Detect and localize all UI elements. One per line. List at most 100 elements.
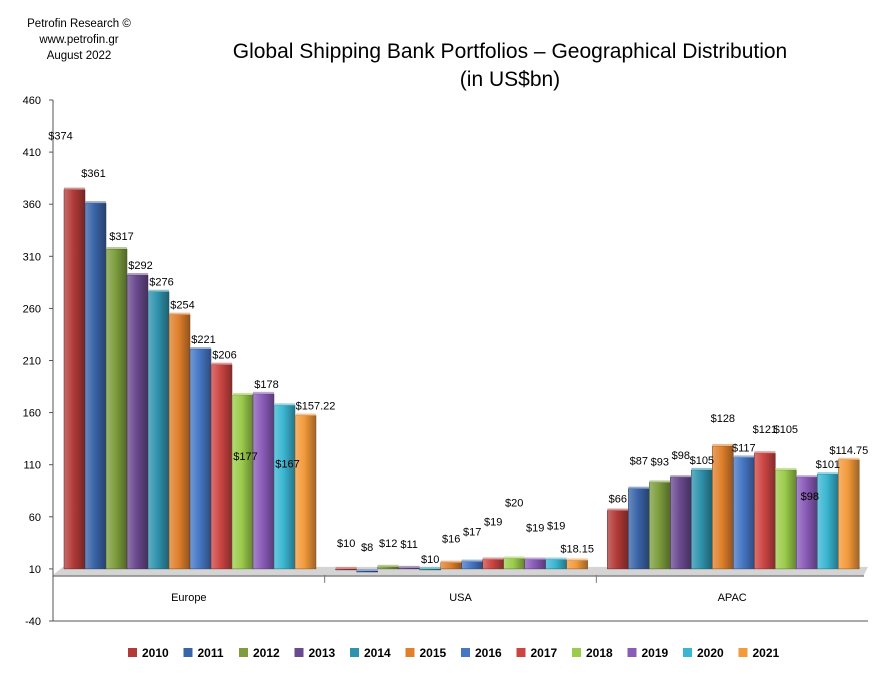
legend-swatch-2021 — [738, 648, 748, 657]
data-label: $254 — [170, 300, 194, 312]
legend-label: 2015 — [420, 646, 447, 660]
source-website: www.petrofin.gr — [39, 34, 119, 46]
bar-europe-2012 — [105, 248, 128, 570]
y-tick-label: 460 — [23, 95, 41, 107]
legend-swatch-2019 — [627, 648, 637, 657]
bar-top-cap — [838, 457, 860, 460]
data-label: $221 — [191, 334, 215, 346]
bar-apac-2016 — [733, 457, 755, 570]
data-label: $17 — [463, 527, 481, 539]
bar-top-cap — [628, 486, 650, 489]
y-tick-label: 210 — [23, 356, 41, 368]
legend-label: 2016 — [475, 646, 502, 660]
bar-apac-2013 — [670, 476, 692, 570]
bar-top-cap — [211, 362, 232, 365]
data-label: $18.15 — [560, 543, 594, 555]
bar-top-cap — [461, 559, 483, 562]
data-label: $98 — [801, 491, 819, 503]
bar-apac-2017 — [754, 452, 776, 570]
source-date: August 2022 — [46, 50, 112, 62]
data-label: $178 — [254, 379, 278, 391]
bar-apac-2014 — [691, 469, 713, 570]
bar-usa-2013 — [398, 567, 420, 570]
data-label: $276 — [149, 277, 173, 289]
data-label: $317 — [109, 231, 133, 243]
data-label: $206 — [212, 350, 236, 362]
data-label: $11 — [400, 539, 418, 551]
chart-title-block: Global Shipping Bank Portfolios – Geogra… — [150, 38, 870, 94]
legend-label: 2014 — [364, 646, 391, 660]
bar-top-cap — [274, 403, 295, 406]
bar-top-cap — [85, 201, 106, 204]
bar-europe-2019 — [252, 393, 275, 570]
legend-label: 2020 — [697, 646, 724, 660]
bar-top-cap — [148, 289, 169, 292]
bar-top-cap — [817, 472, 839, 475]
data-label: $87 — [630, 456, 648, 468]
data-label: $292 — [128, 260, 152, 272]
bar-apac-2012 — [649, 482, 671, 570]
y-tick-label: 160 — [23, 408, 41, 420]
legend-label: 2021 — [753, 646, 780, 660]
data-label: $105 — [690, 455, 714, 467]
bar-top-cap — [524, 557, 546, 560]
bar-apac-2015 — [712, 445, 734, 570]
data-label: $167 — [275, 458, 299, 470]
bar-top-cap — [775, 467, 797, 470]
y-tick-label: 60 — [29, 512, 41, 524]
legend-label: 2017 — [531, 646, 558, 660]
data-label: $66 — [609, 494, 627, 506]
legend-swatch-2016 — [461, 648, 470, 657]
bar-top-cap — [545, 557, 567, 560]
y-tick-label: 110 — [23, 460, 41, 472]
bar-usa-2019 — [524, 559, 546, 570]
bar-europe-2021 — [294, 415, 317, 570]
bar-top-cap — [440, 560, 462, 563]
bar-top-cap — [335, 566, 357, 569]
y-tick-label: 10 — [29, 564, 41, 576]
data-label: $177 — [233, 451, 257, 463]
bar-top-cap — [169, 312, 190, 315]
bar-usa-2014 — [419, 568, 441, 571]
data-label: $114.75 — [829, 445, 868, 457]
legend-swatch-2013 — [294, 648, 304, 657]
bar-europe-2010 — [63, 189, 86, 570]
bar-europe-2017 — [210, 364, 233, 570]
legend-swatch-2014 — [350, 648, 359, 657]
data-label: $16 — [442, 534, 460, 546]
data-label: $117 — [732, 442, 756, 454]
legend-label: 2013 — [309, 646, 336, 660]
bar-europe-2015 — [168, 314, 191, 570]
bar-top-cap — [712, 443, 734, 446]
legend-swatch-2018 — [572, 648, 581, 657]
bar-top-cap — [754, 451, 776, 454]
bar-usa-2010 — [335, 568, 357, 571]
bar-usa-2015 — [440, 562, 462, 570]
legend-label: 2019 — [642, 646, 669, 660]
data-label: $20 — [505, 497, 523, 509]
legend-swatch-2012 — [239, 648, 248, 657]
bar-usa-2021 — [566, 560, 588, 570]
floor-edge — [53, 574, 864, 577]
bar-top-cap — [253, 391, 274, 394]
legend-label: 2012 — [253, 646, 280, 660]
legend-label: 2018 — [586, 646, 613, 660]
bar-top-cap — [691, 467, 713, 470]
bar-usa-2016 — [461, 561, 483, 570]
chart-title: Global Shipping Bank Portfolios – Geogra… — [232, 40, 788, 63]
bar-usa-2020 — [545, 559, 567, 570]
source-company: Petrofin Research © — [27, 18, 131, 30]
bar-top-cap — [356, 568, 378, 571]
source-credit: Petrofin Research © www.petrofin.gr Augu… — [0, 16, 158, 64]
bar-europe-2018 — [231, 394, 254, 570]
data-label: $128 — [711, 413, 735, 425]
y-tick-label: 310 — [23, 251, 41, 263]
bar-usa-2017 — [482, 559, 504, 570]
legend-swatch-2017 — [516, 648, 526, 657]
chart-subtitle: (in US$bn) — [459, 68, 561, 91]
bar-top-cap — [482, 557, 504, 560]
data-label: $98 — [672, 450, 690, 462]
x-category-label: Europe — [171, 592, 206, 604]
y-tick-label: 360 — [23, 199, 41, 211]
data-label: $121 — [753, 424, 777, 436]
